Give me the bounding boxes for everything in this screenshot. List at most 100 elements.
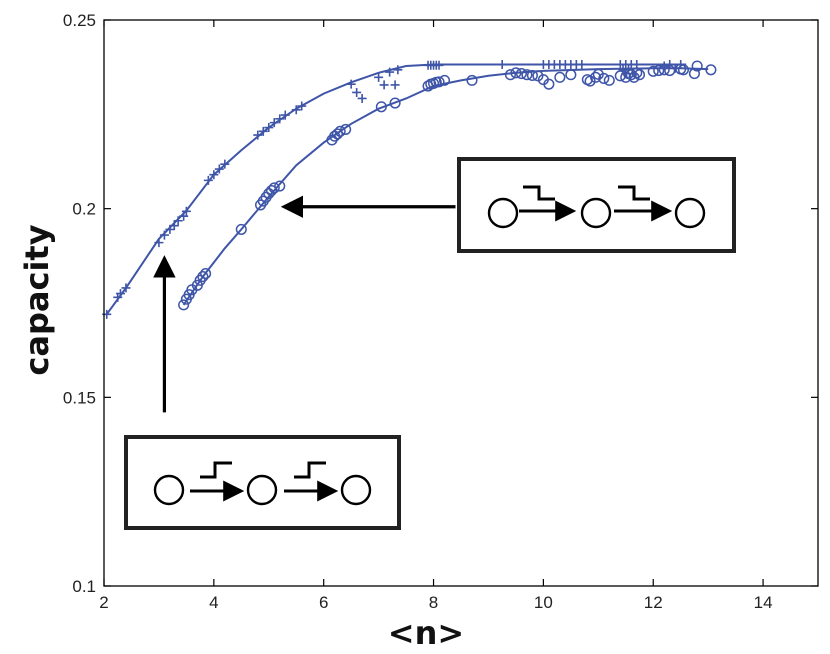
inset-lower-diagram [124, 435, 401, 530]
data-point-plus [115, 289, 125, 299]
data-point-circle [581, 74, 593, 86]
inset-upper-frame [457, 157, 736, 253]
data-point-circle [554, 71, 566, 83]
data-point-circle [521, 69, 533, 81]
data-point-circle [265, 185, 278, 197]
node-circle-icon [674, 197, 706, 229]
x-tick-label: 10 [534, 593, 553, 612]
data-point-plus [385, 67, 395, 77]
x-tick-label: 14 [754, 593, 773, 612]
data-point-plus [181, 206, 191, 216]
data-point-circle [677, 64, 689, 76]
data-point-plus [209, 170, 219, 180]
data-point-plus [357, 93, 367, 103]
data-point-plus [275, 114, 285, 124]
data-point-circle [590, 71, 602, 83]
data-point-circle [532, 70, 544, 82]
data-point-circle [543, 78, 555, 90]
x-tick-label: 8 [429, 593, 438, 612]
data-point-plus [269, 118, 279, 128]
data-point-circle [433, 76, 445, 88]
inset-upper-diagram [457, 157, 736, 253]
data-point-circle [504, 69, 516, 81]
data-point-plus [253, 130, 263, 140]
data-point-circle [334, 125, 346, 137]
data-point-plus [577, 60, 587, 70]
data-point-plus [121, 283, 131, 293]
data-point-plus [159, 230, 169, 240]
data-point-circle [653, 65, 665, 77]
series-circle [178, 60, 717, 311]
x-tick-label: 4 [209, 593, 218, 612]
node-circle-icon [487, 197, 519, 229]
node-circle-icon [340, 474, 372, 506]
data-point-circle [274, 180, 286, 192]
data-point-circle [614, 70, 626, 82]
data-point-plus [179, 211, 189, 221]
data-point-circle [631, 67, 643, 79]
x-tick-label: 6 [319, 593, 328, 612]
plot-frame [103, 19, 819, 587]
data-point-circle [438, 74, 451, 86]
data-point-plus [214, 164, 224, 174]
step-down-icon [523, 185, 555, 201]
data-point-plus [203, 175, 213, 185]
data-point-circle [268, 182, 280, 194]
data-point-circle [565, 69, 577, 81]
data-point-plus [390, 80, 400, 90]
data-point-circle [705, 64, 717, 76]
inset-lower-frame [124, 435, 401, 530]
arrows-layer [153, 195, 456, 413]
data-point-plus [374, 72, 384, 82]
data-point-circle [389, 97, 401, 109]
data-point-circle [658, 64, 670, 76]
data-point-plus [393, 65, 403, 75]
data-point-circle [510, 67, 522, 79]
series-layer [102, 60, 717, 319]
data-point-plus [346, 79, 356, 89]
node-circle-icon [246, 474, 278, 506]
data-point-plus [154, 238, 164, 248]
data-point-plus [264, 123, 274, 133]
data-point-plus [352, 87, 362, 97]
data-point-circle [466, 74, 478, 86]
x-tick-label: 2 [99, 593, 108, 612]
data-point-plus [280, 110, 290, 120]
data-point-circle [647, 65, 659, 77]
node-circle-icon [153, 474, 185, 506]
axes-layer [103, 19, 819, 587]
data-point-circle [603, 74, 615, 86]
ticks-layer: 2 4 6 8 10 12 14 0.1 0.15 0.2 0.25 [63, 11, 818, 612]
y-tick-label: 0.25 [63, 11, 96, 30]
y-tick-label: 0.2 [72, 200, 96, 219]
data-point-circle [688, 68, 700, 80]
y-axis-title: capacity [18, 224, 56, 375]
data-point-circle [598, 72, 610, 85]
data-point-circle [633, 69, 646, 81]
data-point-circle [340, 123, 352, 135]
data-point-circle [235, 223, 247, 235]
step-up-icon [294, 461, 326, 479]
data-point-circle [178, 299, 190, 311]
data-point-plus [258, 126, 268, 136]
data-point-circle [625, 69, 637, 81]
x-tick-label: 12 [644, 593, 663, 612]
data-point-plus [169, 221, 179, 231]
data-point-circle [526, 69, 538, 82]
data-point-circle [263, 188, 275, 200]
data-point-circle [197, 271, 209, 283]
node-circle-icon [580, 197, 612, 229]
data-point-plus [291, 105, 301, 115]
x-axis-title: <n> [388, 614, 464, 652]
data-point-circle [200, 268, 212, 280]
y-tick-label: 0.15 [63, 388, 96, 407]
data-point-circle [584, 75, 596, 87]
data-point-circle [515, 68, 527, 80]
data-point-plus [220, 159, 230, 169]
data-point-plus [497, 60, 507, 70]
data-point-circle [691, 60, 703, 72]
y-tick-label: 0.1 [72, 577, 96, 596]
data-point-circle [375, 101, 387, 113]
data-point-plus [379, 80, 389, 90]
